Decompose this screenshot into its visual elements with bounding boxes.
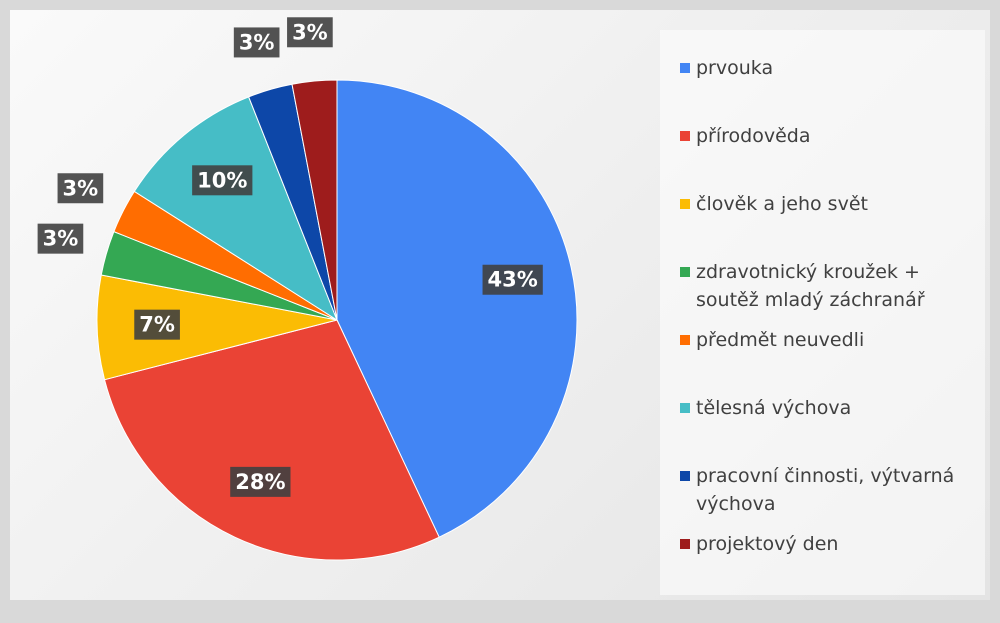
legend-swatch bbox=[680, 199, 690, 209]
legend-swatch bbox=[680, 267, 690, 277]
legend-item: člověk a jeho svět bbox=[680, 190, 986, 218]
legend-label: projektový den bbox=[696, 533, 839, 555]
legend-swatch bbox=[680, 131, 690, 141]
legend-item: zdravotnický kroužek + soutěž mladý zách… bbox=[680, 258, 986, 314]
pie-slice bbox=[336, 79, 578, 538]
pie-slice bbox=[103, 319, 440, 561]
legend-swatch bbox=[680, 539, 690, 549]
data-label-box bbox=[287, 17, 333, 48]
legend-label: člověk a jeho svět bbox=[696, 193, 868, 215]
legend-label: tělesná výchova bbox=[696, 397, 852, 419]
data-label-text: 43% bbox=[488, 268, 538, 292]
legend-item: projektový den bbox=[680, 530, 986, 558]
legend-swatch bbox=[680, 335, 690, 345]
legend-item: předmět neuvedli bbox=[680, 326, 986, 354]
data-label-box bbox=[57, 173, 104, 204]
legend-item: tělesná výchova bbox=[680, 394, 986, 422]
data-label: 28% bbox=[230, 466, 291, 497]
legend-swatch bbox=[680, 63, 690, 73]
data-label-box bbox=[37, 223, 84, 254]
data-label-text: 28% bbox=[235, 470, 285, 494]
legend-label: pracovní činnosti, výtvarná výchova bbox=[696, 465, 955, 515]
legend-label: předmět neuvedli bbox=[696, 329, 865, 351]
data-label-text: 7% bbox=[139, 313, 175, 337]
data-label: 10% bbox=[192, 165, 253, 196]
data-label-text: 3% bbox=[292, 20, 328, 44]
data-label-box bbox=[192, 165, 253, 196]
data-label: 3% bbox=[287, 17, 333, 48]
data-label-box bbox=[230, 466, 291, 497]
data-label-text: 3% bbox=[43, 227, 79, 251]
data-label-text: 3% bbox=[63, 176, 99, 200]
data-label-box bbox=[233, 27, 280, 58]
data-label-text: 3% bbox=[239, 30, 275, 54]
legend-item: prvouka bbox=[680, 54, 986, 82]
legend-label: zdravotnický kroužek + soutěž mladý zách… bbox=[696, 261, 925, 311]
data-label: 43% bbox=[482, 264, 543, 295]
pie-slice bbox=[96, 274, 338, 381]
pie-slice bbox=[291, 79, 338, 321]
data-label: 3% bbox=[37, 223, 84, 254]
data-label: 3% bbox=[57, 173, 104, 204]
data-label-box bbox=[134, 309, 180, 340]
data-label: 3% bbox=[233, 27, 280, 58]
pie-slice bbox=[133, 96, 339, 322]
legend-label: prvouka bbox=[696, 57, 774, 79]
data-label: 7% bbox=[134, 309, 180, 340]
data-label-box bbox=[482, 264, 543, 295]
legend-label: přírodověda bbox=[696, 125, 811, 147]
legend: prvouka přírodověda člověk a jeho svět zdra… bbox=[660, 30, 985, 595]
legend-item: přírodověda bbox=[680, 122, 986, 150]
legend-item: pracovní činnosti, výtvarná výchova bbox=[680, 462, 986, 518]
legend-swatch bbox=[680, 403, 690, 413]
data-label-text: 10% bbox=[197, 168, 247, 192]
legend-swatch bbox=[680, 471, 690, 481]
